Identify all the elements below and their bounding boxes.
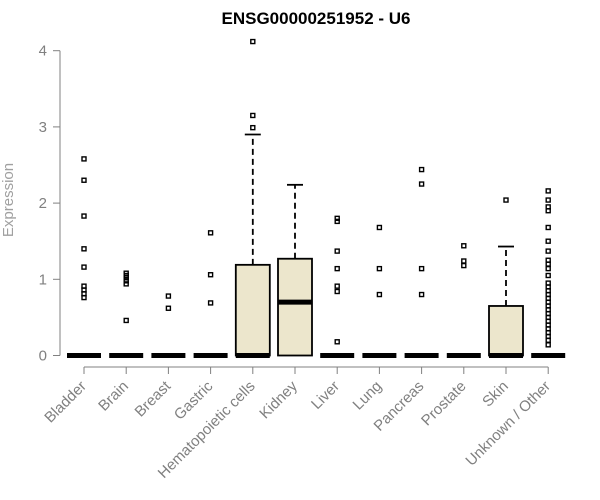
y-tick-label: 3 [39, 119, 47, 136]
box-group [234, 38, 271, 358]
box-group [362, 224, 397, 358]
outlier-point [334, 288, 340, 295]
outlier-point [207, 230, 214, 236]
outlier-point [334, 248, 340, 254]
plot-area [67, 38, 566, 358]
box-group [446, 243, 481, 358]
outlier-point [461, 262, 467, 269]
box-group [320, 215, 355, 358]
x-tick-label: Liver [308, 378, 343, 413]
outlier-point [418, 181, 425, 187]
x-tick-label: Skin [479, 378, 512, 411]
y-tick-label: 0 [39, 348, 47, 365]
box-group [193, 230, 228, 358]
outlier-point [545, 265, 551, 272]
outlier-point [545, 342, 551, 348]
iqr-box [277, 257, 313, 357]
outlier-point [81, 246, 87, 252]
y-tick-label: 4 [39, 43, 47, 60]
outlier-point [250, 38, 256, 45]
box-group [404, 166, 439, 358]
outlier-point [545, 188, 551, 194]
outlier-point [165, 293, 172, 299]
box-group [151, 293, 186, 358]
outlier-point [123, 281, 129, 287]
box-group [109, 270, 144, 358]
outlier-point [250, 124, 256, 131]
y-axis: 0 1 2 3 4 [39, 43, 61, 365]
x-tick-label: Prostate [418, 378, 470, 430]
outlier-point [334, 283, 340, 289]
outlier-point [503, 197, 509, 203]
outlier-point [334, 218, 340, 225]
box-group [67, 156, 101, 358]
outlier-point [545, 248, 551, 254]
x-tick-label: Bladder [41, 378, 90, 427]
iqr-box [234, 263, 271, 357]
outlier-point [81, 156, 87, 162]
x-tick-label: Kidney [256, 377, 301, 422]
outlier-point [81, 213, 87, 219]
outlier-point [334, 215, 340, 222]
iqr-box [488, 305, 524, 357]
outlier-point [81, 264, 87, 270]
outlier-point [461, 243, 467, 249]
x-tick-label: Brain [95, 378, 132, 415]
outlier-point [545, 197, 551, 203]
outlier-point [418, 166, 425, 173]
outlier-point [250, 112, 256, 119]
outlier-point [545, 238, 551, 244]
outlier-point [334, 265, 340, 272]
outlier-point [123, 270, 129, 276]
box-group [277, 183, 313, 357]
outlier-point [81, 177, 87, 183]
outlier-point [207, 272, 214, 278]
y-tick-label: 2 [39, 195, 47, 212]
outlier-point [545, 280, 551, 286]
outlier-point [376, 265, 383, 272]
chart-title: ENSG00000251952 - U6 [221, 9, 410, 28]
outlier-point [376, 224, 383, 231]
box-group [531, 188, 566, 358]
outlier-point [418, 291, 425, 298]
outlier-point [545, 257, 551, 263]
outlier-point [461, 258, 467, 264]
y-axis-label: Expression [0, 163, 17, 237]
outlier-point [334, 339, 340, 345]
outlier-point [165, 305, 172, 311]
outlier-point [418, 265, 425, 272]
outlier-point [376, 291, 383, 298]
outlier-point [123, 278, 129, 284]
outlier-point [545, 204, 551, 210]
outlier-point [545, 224, 551, 231]
y-tick-label: 1 [39, 271, 47, 288]
outlier-point [207, 300, 214, 306]
box-group [488, 197, 524, 358]
x-tick-label: Lung [350, 378, 386, 414]
x-tick-label: Breast [132, 377, 175, 420]
outlier-point [123, 317, 129, 324]
outlier-point [81, 283, 87, 289]
outlier-point [545, 272, 551, 279]
